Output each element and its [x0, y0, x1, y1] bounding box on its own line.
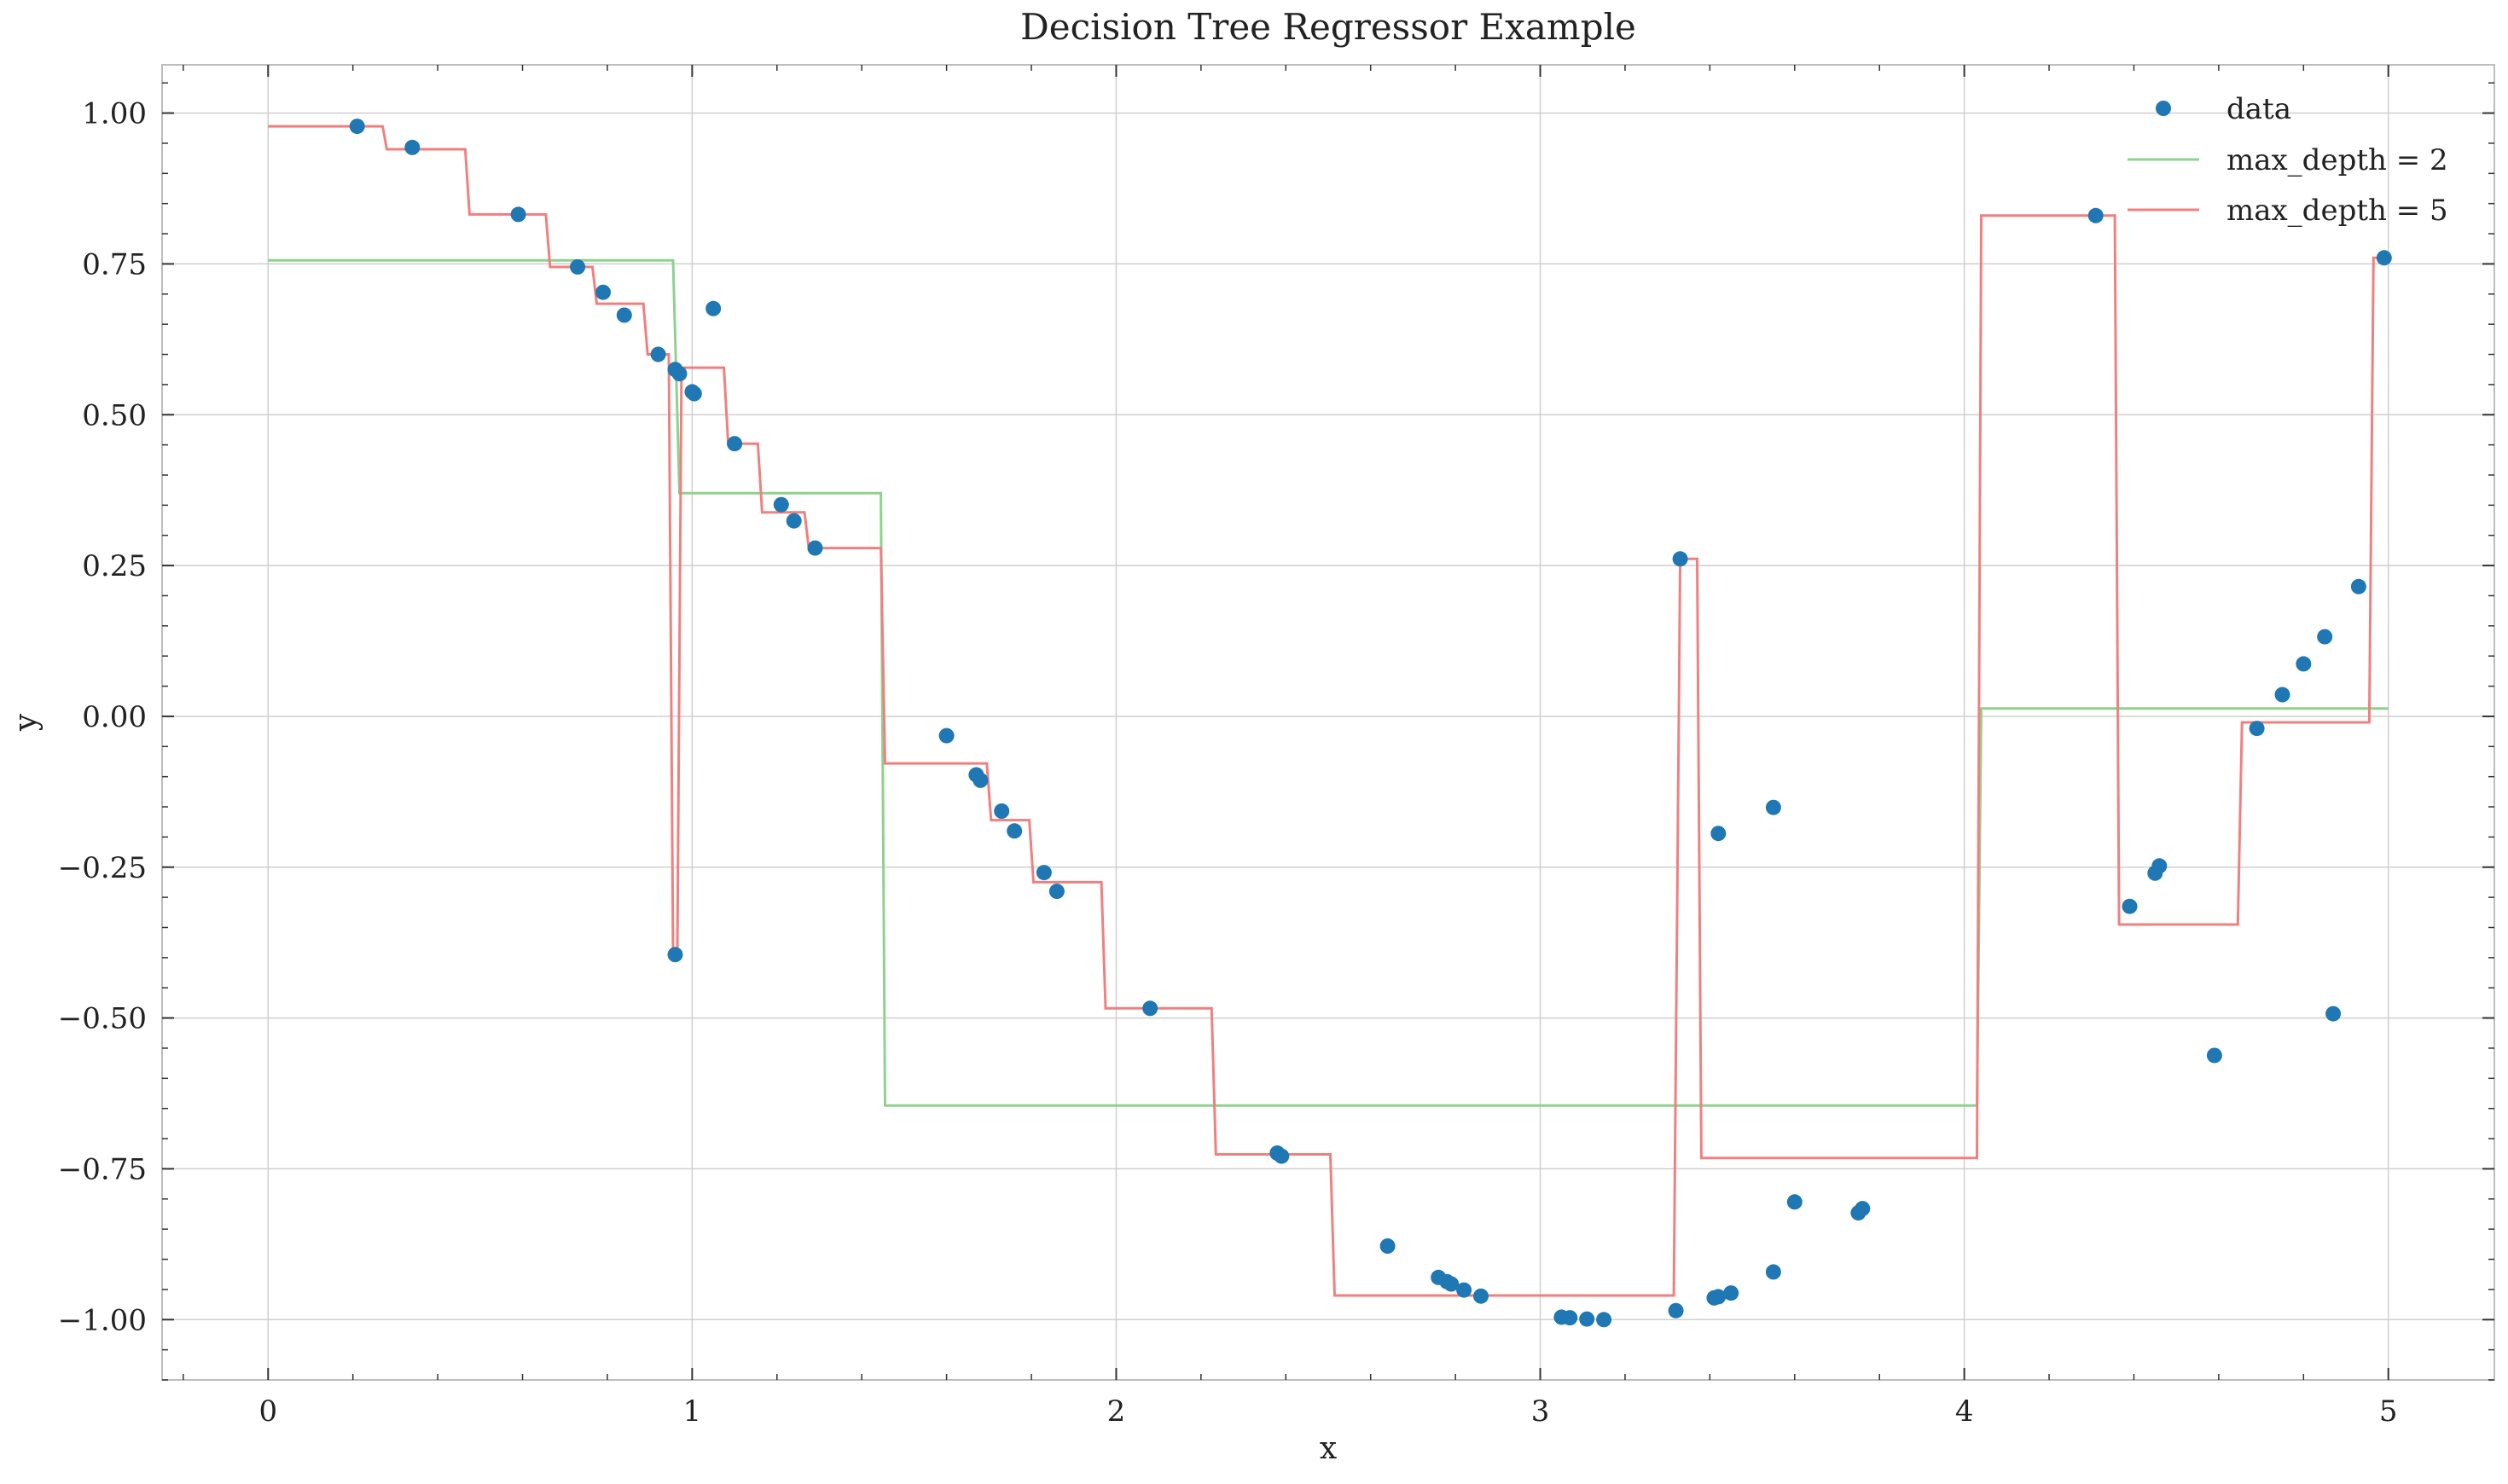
data-point: [786, 513, 802, 529]
x-axis-label: x: [1320, 1431, 1337, 1466]
data-point: [1473, 1288, 1489, 1304]
data-point: [1142, 1000, 1158, 1017]
plot-frame: [161, 64, 2495, 1381]
data-point: [1562, 1310, 1578, 1326]
x-tick-label: 2: [1107, 1394, 1126, 1429]
data-point: [1710, 826, 1727, 842]
series-layer: [268, 119, 2392, 1328]
data-point: [1668, 1302, 1684, 1319]
y-axis-label: y: [9, 713, 44, 732]
data-point: [994, 803, 1010, 819]
data-point: [2325, 1006, 2342, 1022]
data-point: [2122, 898, 2138, 914]
data-point: [1723, 1285, 1739, 1301]
data-point: [938, 728, 955, 744]
y-tick-label: 0.25: [82, 549, 147, 583]
chart-title: Decision Tree Regressor Example: [1020, 6, 1636, 48]
x-tick-label: 1: [683, 1394, 702, 1429]
y-tick-label: −1.00: [58, 1303, 147, 1337]
data-point: [1672, 551, 1688, 567]
data-point: [667, 947, 683, 963]
data-point: [1274, 1148, 1290, 1164]
data-point: [2274, 687, 2290, 703]
data-point: [1596, 1312, 1612, 1328]
data-point: [972, 772, 989, 788]
data-point: [773, 496, 789, 513]
data-point: [1456, 1282, 1472, 1298]
data-point: [1855, 1201, 1871, 1217]
data-point: [570, 259, 586, 275]
y-tick-label: 0.00: [82, 700, 147, 734]
legend: data max_depth = 2 max_depth = 5: [2128, 92, 2448, 228]
data-point: [705, 300, 722, 316]
tick-layer: 0 1 2 3 4 5 1.00 0.75 0.50 0.25 0.00 −0.25 −0.50 −0.7…: [58, 65, 2494, 1429]
y-tick-label: −0.25: [58, 851, 147, 885]
legend-label-max-depth-5: max_depth = 5: [2226, 194, 2448, 228]
data-point: [2296, 656, 2312, 672]
y-tick-label: −0.75: [58, 1152, 147, 1186]
x-tick-label: 4: [1955, 1394, 1974, 1429]
data-point: [2087, 207, 2104, 223]
data-point: [349, 119, 365, 135]
data-point: [2151, 858, 2168, 874]
data-point: [1007, 823, 1023, 839]
data-point: [1765, 1264, 1781, 1280]
x-tick-label: 3: [1531, 1394, 1550, 1429]
data-point: [1710, 1289, 1727, 1305]
data-point: [727, 436, 743, 452]
data-point: [686, 385, 702, 402]
data-point: [2206, 1047, 2222, 1064]
series-line-max-depth-2: [268, 258, 2389, 1107]
data-point: [404, 139, 421, 155]
y-tick-label: 0.75: [82, 247, 147, 281]
data-point: [1379, 1238, 1396, 1254]
data-point: [1765, 799, 1781, 815]
y-tick-label: 0.50: [82, 398, 147, 432]
data-point: [807, 540, 823, 556]
data-point: [1786, 1194, 1803, 1210]
data-point: [1036, 865, 1052, 881]
legend-label-data: data: [2226, 92, 2291, 126]
grid-layer: [162, 65, 2494, 1380]
legend-label-max-depth-2: max_depth = 2: [2226, 143, 2448, 177]
data-point: [2317, 629, 2333, 645]
data-point: [2249, 721, 2265, 737]
x-tick-label: 0: [258, 1394, 277, 1429]
data-point: [671, 366, 688, 382]
data-point: [1579, 1311, 1595, 1327]
data-point: [1048, 884, 1065, 900]
series-line-max-depth-5: [268, 125, 2389, 1297]
x-tick-label: 5: [2379, 1394, 2398, 1429]
y-tick-label: −0.50: [58, 1002, 147, 1036]
data-point: [616, 307, 632, 323]
data-point: [650, 346, 666, 362]
y-tick-label: 1.00: [82, 97, 147, 131]
data-point: [510, 206, 526, 223]
data-point: [1443, 1276, 1460, 1292]
data-point: [2350, 578, 2366, 594]
legend-marker-data: [2156, 101, 2171, 116]
data-point: [2376, 250, 2392, 266]
data-point: [595, 284, 611, 300]
